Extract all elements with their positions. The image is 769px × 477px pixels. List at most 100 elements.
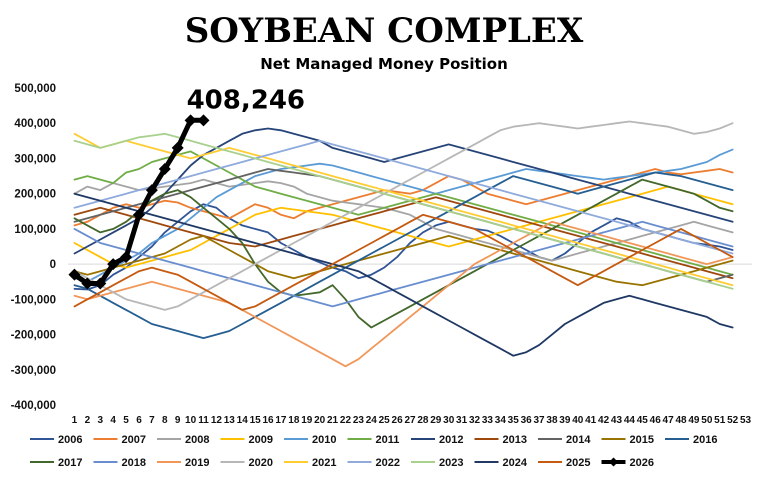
legend-marker	[609, 457, 618, 467]
legend-label: 2025	[566, 457, 590, 469]
x-tick-label: 2	[85, 415, 91, 426]
series-line-2009	[73, 185, 734, 269]
legend-item-2014: 2014	[538, 434, 591, 446]
x-tick-label: 22	[340, 415, 352, 426]
x-tick-label: 11	[198, 415, 209, 426]
legend-item-2011: 2011	[347, 434, 400, 446]
legend-item-2007: 2007	[93, 434, 146, 446]
x-tick-label: 8	[162, 415, 168, 426]
y-tick-label: 300,000	[14, 153, 56, 165]
x-tick-label: 23	[353, 415, 365, 426]
x-tick-label: 29	[430, 415, 442, 426]
x-tick-label: 20	[314, 415, 326, 426]
x-tick-label: 30	[443, 415, 455, 426]
legend-label: 2020	[249, 457, 273, 469]
series-layer	[68, 114, 734, 368]
x-tick-label: 42	[598, 415, 610, 426]
legend-item-2012: 2012	[411, 434, 463, 446]
y-tick-label: 0	[50, 259, 56, 271]
x-tick-label: 33	[482, 415, 494, 426]
x-tick-label: 45	[637, 415, 649, 426]
legend-item-2026: 2026	[601, 457, 654, 469]
series-line-2025	[73, 213, 734, 311]
legend-label: 2012	[439, 434, 463, 446]
legend-item-2013: 2013	[474, 434, 527, 446]
x-tick-label: 49	[688, 415, 700, 426]
legend-label: 2013	[503, 434, 527, 446]
legend-label: 2011	[376, 434, 400, 446]
x-tick-label: 38	[546, 415, 558, 426]
legend-label: 2018	[122, 457, 146, 469]
x-tick-label: 31	[456, 415, 468, 426]
legend-label: 2026	[630, 457, 654, 469]
series-line-2022	[73, 139, 734, 255]
legend-item-2023: 2023	[411, 457, 463, 469]
x-tick-label: 5	[123, 415, 129, 426]
data-point-2026	[171, 141, 184, 154]
series-line-2017	[73, 178, 734, 329]
legend-label: 2021	[312, 457, 336, 469]
x-tick-label: 41	[585, 415, 597, 426]
chart-subtitle: Net Managed Money Position	[260, 55, 508, 73]
x-tick-label: 40	[572, 415, 584, 426]
y-tick-label: -200,000	[11, 330, 56, 342]
legend-item-2009: 2009	[220, 434, 273, 446]
x-tick-label: 3	[97, 415, 103, 426]
y-tick-label: -400,000	[11, 400, 56, 412]
legend-item-2020: 2020	[220, 457, 273, 469]
y-tick-label: -300,000	[11, 365, 56, 377]
legend-label: 2022	[376, 457, 400, 469]
data-point-2026	[94, 277, 107, 290]
x-tick-label: 18	[288, 415, 300, 426]
x-tick-label: 52	[727, 415, 739, 426]
legend-label: 2008	[185, 434, 209, 446]
x-tick-label: 9	[175, 415, 181, 426]
legend-item-2017: 2017	[30, 457, 82, 469]
latest-value-annotation: 408,246	[187, 85, 305, 115]
legend-label: 2006	[58, 434, 82, 446]
x-tick-label: 35	[508, 415, 520, 426]
series-line-2012	[73, 127, 734, 255]
x-tick-label: 28	[417, 415, 429, 426]
x-tick-label: 24	[366, 415, 378, 426]
y-tick-label: 200,000	[14, 189, 56, 201]
legend-label: 2016	[693, 434, 717, 446]
x-tick-label: 10	[185, 415, 197, 426]
x-axis: 1 2 3 4 5 6 7 8 9 10 11 12 13 14 15 16 17 18 19 20 21 22 23 24 2…	[72, 415, 752, 426]
legend-label: 2010	[312, 434, 336, 446]
x-tick-label: 17	[275, 415, 287, 426]
chart-title: SOYBEAN COMPLEX	[185, 11, 584, 51]
x-tick-label: 50	[701, 415, 713, 426]
y-tick-label: 500,000	[14, 83, 56, 95]
x-tick-label: 44	[624, 415, 636, 426]
x-tick-label: 12	[211, 415, 223, 426]
data-point-2026	[197, 114, 210, 127]
series-line-2018	[73, 220, 734, 308]
legend-item-2015: 2015	[601, 434, 654, 446]
x-tick-label: 6	[136, 415, 142, 426]
x-tick-label: 46	[650, 415, 662, 426]
legend-item-2022: 2022	[347, 457, 400, 469]
legend-item-2025: 2025	[538, 457, 590, 469]
data-point-2026	[107, 258, 120, 271]
legend-label: 2007	[122, 434, 146, 446]
series-line-2013	[73, 196, 734, 280]
x-tick-label: 19	[301, 415, 313, 426]
legend-label: 2019	[185, 457, 209, 469]
data-point-2026	[68, 268, 81, 281]
x-tick-label: 48	[675, 415, 687, 426]
series-line-2019	[73, 220, 734, 368]
x-tick-label: 21	[327, 415, 339, 426]
x-tick-label: 39	[559, 415, 571, 426]
data-point-2026	[81, 277, 94, 290]
y-tick-label: -100,000	[11, 294, 56, 306]
x-tick-label: 53	[740, 415, 752, 426]
series-line-2015	[73, 234, 734, 287]
legend-item-2010: 2010	[284, 434, 336, 446]
x-tick-label: 4	[110, 415, 116, 426]
legend-label: 2015	[630, 434, 654, 446]
x-tick-label: 1	[72, 415, 78, 426]
x-tick-label: 32	[469, 415, 481, 426]
series-line-2020	[73, 120, 734, 311]
